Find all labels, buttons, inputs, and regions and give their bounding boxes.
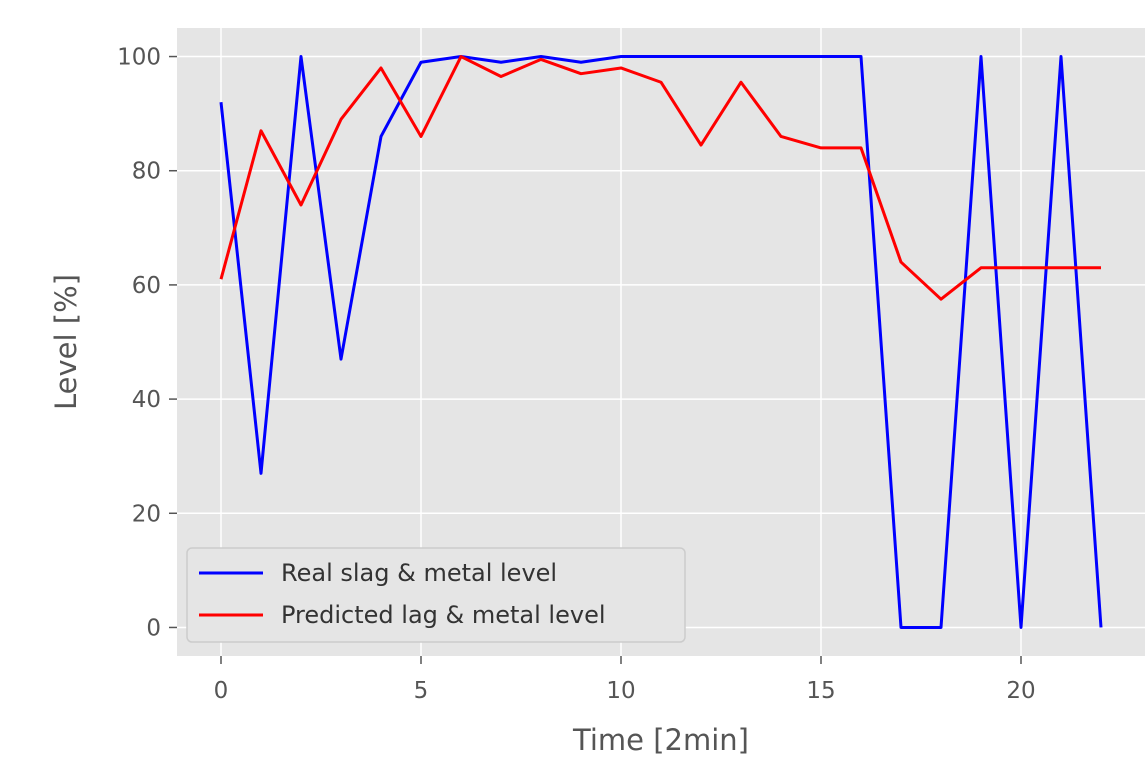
y-tick-label: 100 bbox=[117, 45, 161, 71]
y-axis-label: Level [%] bbox=[49, 274, 83, 410]
series-line-real bbox=[219, 55, 1103, 629]
x-tick-label: 20 bbox=[1006, 678, 1035, 704]
x-tick-label: 10 bbox=[606, 678, 635, 704]
x-tick-label: 0 bbox=[214, 678, 229, 704]
x-tick-label: 5 bbox=[414, 678, 429, 704]
y-tick-label: 60 bbox=[132, 273, 161, 299]
y-tick-label: 80 bbox=[132, 159, 161, 185]
x-axis-label: Time [2min] bbox=[572, 723, 749, 757]
legend: Real slag & metal level Predicted lag & … bbox=[186, 547, 686, 643]
legend-label-real: Real slag & metal level bbox=[281, 559, 557, 587]
legend-label-predicted: Predicted lag & metal level bbox=[281, 601, 606, 629]
series-lines bbox=[219, 55, 1103, 629]
y-tick-label: 20 bbox=[132, 501, 161, 527]
axis-ticks: 0 5 10 15 20 0 20 40 60 80 100 bbox=[117, 45, 1036, 704]
series-line-predicted bbox=[219, 55, 1101, 301]
x-tick-label: 15 bbox=[806, 678, 835, 704]
y-tick-label: 0 bbox=[146, 615, 161, 641]
legend-box bbox=[186, 547, 686, 643]
y-tick-label: 40 bbox=[132, 387, 161, 413]
